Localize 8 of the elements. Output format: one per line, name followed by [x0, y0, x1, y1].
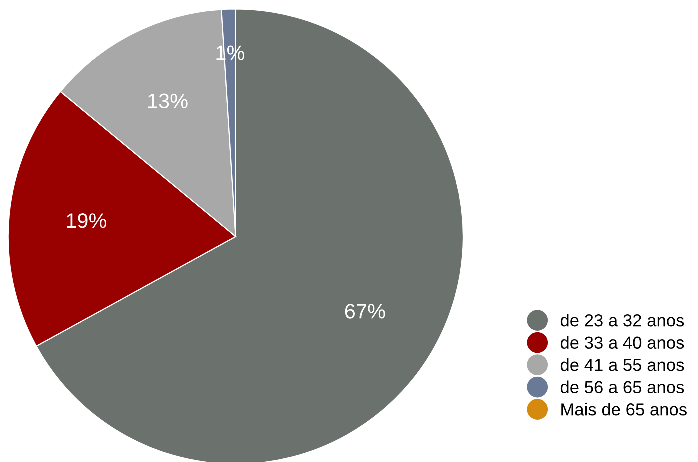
legend-label: de 41 a 55 anos: [560, 358, 684, 372]
legend-label: de 23 a 32 anos: [560, 314, 684, 327]
data-label: 67%: [345, 304, 386, 319]
data-label: 13%: [148, 94, 188, 109]
data-label: 19%: [67, 213, 107, 228]
legend-label: Mais de 65 anos: [562, 403, 687, 416]
legend-label: de 56 a 65 anos: [560, 380, 684, 394]
legend-label: de 33 a 40 anos: [560, 336, 684, 350]
